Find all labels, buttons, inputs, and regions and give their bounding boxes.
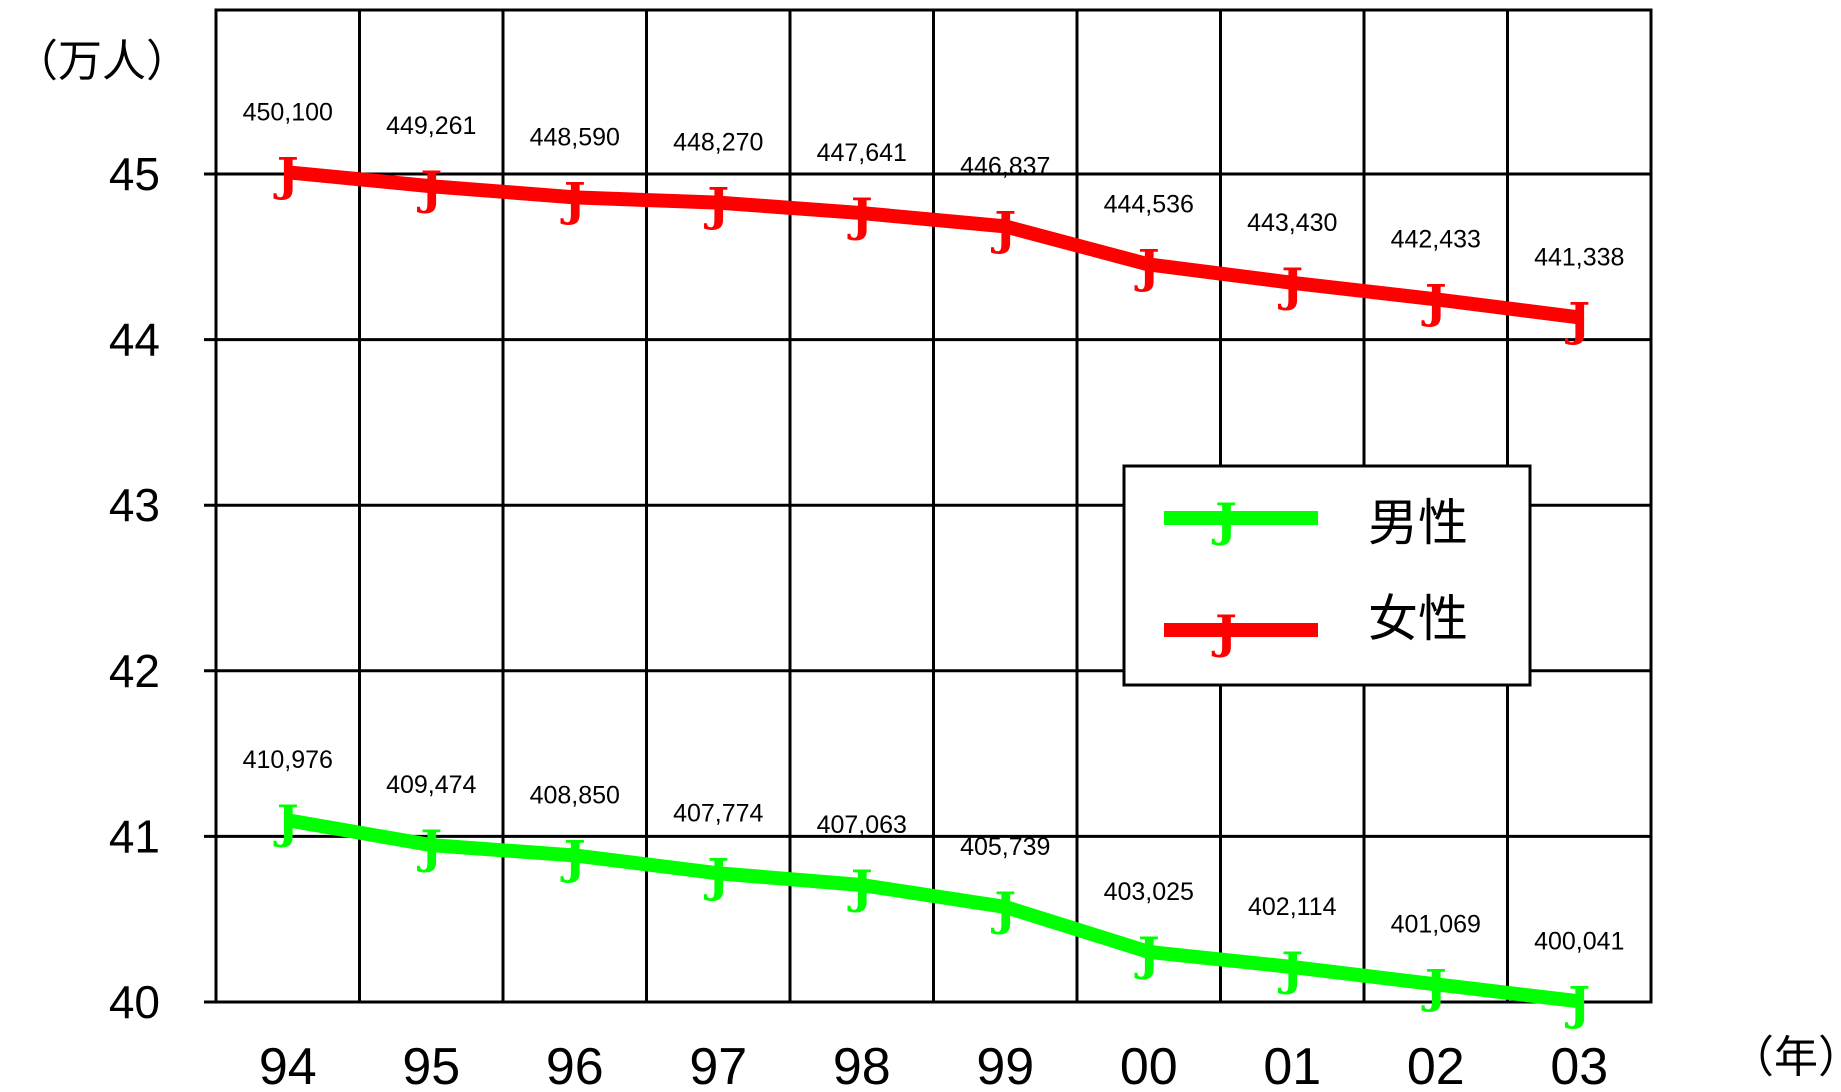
legend-entry-female: J 女性 [1164, 590, 1468, 659]
legend-box [1122, 464, 1532, 687]
data-label: 449,261 [386, 112, 476, 140]
data-point-marker: J [847, 188, 873, 242]
x-tick-label: 94 [259, 1038, 317, 1092]
y-tick-label: 40 [109, 976, 160, 1028]
legend-label-female: 女性 [1368, 590, 1468, 648]
data-label: 444,536 [1104, 190, 1194, 218]
legend-marker-female: J [1211, 605, 1237, 659]
x-tick-label: 03 [1550, 1038, 1608, 1092]
y-axis-ticks: 40 41 42 43 44 45 [109, 148, 160, 1028]
y-tick-label: 41 [109, 810, 160, 862]
x-tick-label: 95 [402, 1038, 460, 1092]
data-point-marker: J [1421, 274, 1447, 328]
data-label: 402,114 [1248, 893, 1337, 921]
data-label: 405,739 [960, 833, 1050, 861]
y-tick-label: 42 [109, 645, 160, 697]
data-point-marker: J [560, 172, 586, 226]
series-female: J 450,100 J 449,261 J 448,590 J 448,270 J 447,641… [243, 98, 1625, 346]
data-point-marker: J [1134, 927, 1160, 981]
data-point-marker: J [416, 161, 442, 215]
data-point-marker: J [1421, 959, 1447, 1013]
y-tick-label: 44 [109, 314, 160, 366]
data-point-marker: J [1277, 942, 1303, 996]
series-line [286, 813, 1581, 1009]
x-tick-label: 00 [1120, 1038, 1178, 1092]
data-point-marker: J [1564, 976, 1590, 1030]
series-group: J 410,976 J 409,474 J 408,850 J 407,774 J 407,063… [243, 98, 1625, 1030]
data-label: 443,430 [1247, 209, 1337, 237]
series-male: J 410,976 J 409,474 J 408,850 J 407,774 J 407,063… [243, 746, 1625, 1030]
legend-label-male: 男性 [1368, 494, 1468, 552]
data-label: 400,041 [1534, 927, 1624, 955]
data-point-marker: J [703, 848, 729, 902]
data-point-marker: J [990, 882, 1016, 936]
data-point-marker: J [1564, 292, 1590, 346]
legend-entry-male: J 男性 [1164, 493, 1468, 552]
data-point-marker: J [990, 201, 1016, 255]
y-tick-label: 43 [109, 479, 160, 531]
data-label: 408,850 [530, 781, 620, 809]
data-label: 442,433 [1391, 225, 1481, 253]
x-axis-ticks: 94 95 96 97 98 99 00 01 02 03 [259, 1038, 1608, 1092]
data-label: 410,976 [243, 746, 333, 774]
data-label: 450,100 [243, 98, 333, 126]
x-tick-label: 96 [546, 1038, 604, 1092]
data-label: 401,069 [1391, 910, 1481, 938]
series-line [287, 165, 1581, 325]
x-axis-unit-label: （年） [1730, 1032, 1841, 1083]
data-point-marker: J [1134, 239, 1160, 293]
data-point-marker: J [416, 820, 442, 874]
data-point-marker: J [273, 147, 299, 201]
data-point-marker: J [847, 860, 873, 914]
x-tick-label: 97 [689, 1038, 747, 1092]
data-label: 441,338 [1534, 243, 1624, 271]
data-label: 448,590 [530, 123, 620, 151]
data-label: 409,474 [386, 771, 476, 799]
legend-marker-male: J [1211, 493, 1237, 547]
data-point-marker: J [560, 830, 586, 884]
x-tick-label: 98 [833, 1038, 891, 1092]
data-point-marker: J [273, 795, 299, 849]
data-point-marker: J [703, 178, 729, 232]
data-label: 448,270 [673, 129, 763, 157]
data-label: 447,641 [817, 139, 907, 167]
y-tick-label: 45 [109, 148, 160, 200]
data-label: 407,063 [817, 811, 907, 839]
x-tick-label: 99 [976, 1038, 1034, 1092]
data-point-marker: J [1277, 258, 1303, 312]
data-label: 407,774 [673, 799, 763, 827]
x-tick-label: 01 [1263, 1038, 1321, 1092]
data-label: 403,025 [1104, 878, 1194, 906]
legend: J 男性 J 女性 [1122, 464, 1532, 687]
x-tick-label: 02 [1407, 1038, 1465, 1092]
data-label: 446,837 [960, 152, 1050, 180]
y-axis-unit-label: （万人） [14, 36, 190, 87]
